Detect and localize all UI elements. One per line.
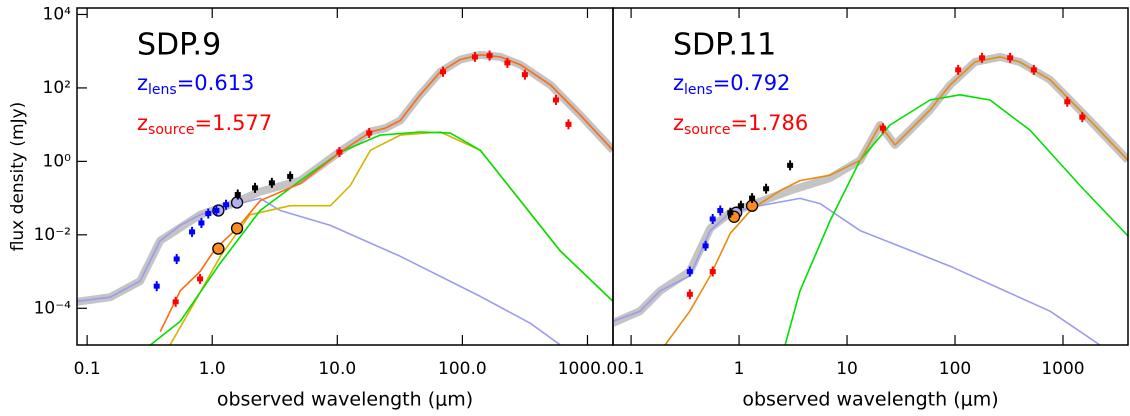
data-point — [763, 186, 770, 192]
data-point — [189, 229, 196, 235]
model-circle — [212, 242, 225, 255]
redshift-label: zlens=0.792 — [673, 71, 790, 98]
redshift-part: =1.577 — [195, 111, 273, 135]
data-point — [737, 203, 744, 209]
data-point — [205, 211, 212, 217]
y-tick-label: 10⁻⁴ — [34, 298, 72, 318]
redshift-part: z — [137, 111, 148, 135]
x-tick-label: 0.1 — [74, 359, 101, 379]
plot-area — [613, 52, 1128, 345]
x-axis-label: observed wavelength (μm) — [217, 389, 473, 411]
redshift-part: lens — [148, 82, 177, 98]
data-point — [172, 299, 179, 305]
data-point — [727, 210, 734, 216]
redshift-part: lens — [684, 82, 713, 98]
redshift-part: =1.786 — [731, 111, 809, 135]
data-point — [709, 269, 716, 275]
redshift-part: z — [137, 71, 148, 95]
redshift-part: z — [673, 111, 684, 135]
data-point — [521, 72, 528, 78]
data-point — [268, 180, 275, 186]
data-point — [552, 97, 559, 103]
model-curve — [77, 197, 561, 345]
data-point — [252, 185, 259, 191]
data-point — [287, 173, 294, 179]
plot-area — [77, 50, 613, 345]
data-point — [440, 69, 447, 75]
data-point — [717, 207, 724, 213]
data-point — [197, 276, 204, 282]
redshift-part: z — [673, 71, 684, 95]
redshift-label: zsource=1.577 — [137, 111, 272, 138]
x-tick-label: 1.0 — [199, 359, 226, 379]
data-point — [686, 269, 693, 275]
y-axis-label: flux density (mJy) — [8, 102, 28, 252]
data-point — [504, 60, 511, 66]
data-point — [1030, 67, 1037, 73]
redshift-part: =0.792 — [713, 71, 791, 95]
data-point — [565, 121, 572, 127]
x-tick-label: 100 — [939, 359, 971, 379]
x-tick-label: 1000 — [1041, 359, 1084, 379]
data-point — [366, 130, 373, 136]
panel: 0.1 1 10 100 1000 observed wavelength (μm) SDP… — [612, 7, 1129, 411]
x-tick-label: 10 — [836, 359, 858, 379]
y-tick-label: 10⁴ — [43, 4, 72, 24]
model-curve — [149, 131, 613, 345]
data-point — [336, 149, 343, 155]
data-point — [749, 195, 756, 201]
model-curve — [784, 94, 1128, 345]
data-point — [709, 216, 716, 222]
redshift-part: source — [148, 122, 195, 138]
x-tick-label: 10.0 — [318, 359, 356, 379]
x-tick-label: 100.0 — [438, 359, 487, 379]
data-point — [234, 192, 241, 198]
data-point — [879, 125, 886, 131]
panel-title: SDP.11 — [673, 28, 776, 63]
redshift-label: zsource=1.786 — [673, 111, 808, 138]
panel-title: SDP.9 — [137, 28, 221, 63]
model-circle — [230, 222, 244, 235]
model-curve — [613, 197, 1101, 345]
redshift-part: source — [684, 122, 731, 138]
data-point — [471, 54, 478, 60]
x-tick-label: 0.1 — [618, 359, 645, 379]
model-curve — [159, 53, 613, 333]
y-tick-label: 10⁻² — [34, 225, 71, 245]
redshift-label: zlens=0.613 — [137, 71, 254, 98]
data-point — [787, 162, 794, 168]
data-point — [1064, 99, 1071, 105]
data-point — [1007, 55, 1014, 61]
data-point — [173, 256, 180, 262]
y-tick-label: 10² — [43, 78, 71, 98]
data-point — [213, 207, 220, 213]
data-point — [223, 202, 230, 208]
data-point — [955, 67, 962, 73]
data-point — [153, 283, 160, 289]
x-axis-label: observed wavelength (μm) — [742, 389, 998, 411]
x-tick-label: 1 — [734, 359, 745, 379]
y-tick-label: 10⁰ — [43, 151, 72, 171]
redshift-part: =0.613 — [177, 71, 255, 95]
model-curve — [169, 131, 613, 345]
data-point — [1079, 114, 1086, 120]
data-point — [686, 291, 693, 297]
model-curve — [664, 56, 1128, 345]
data-point — [486, 53, 493, 59]
data-point — [702, 243, 709, 249]
panel: 0.1 1.0 10.0 100.0 1000.0 10⁻⁴ 10⁻² 10⁰ 10² 10⁴ ob… — [8, 4, 617, 410]
data-point — [979, 55, 986, 61]
data-point — [198, 220, 205, 226]
x-tick-label: 1000.0 — [558, 359, 617, 379]
frame — [612, 7, 1129, 346]
